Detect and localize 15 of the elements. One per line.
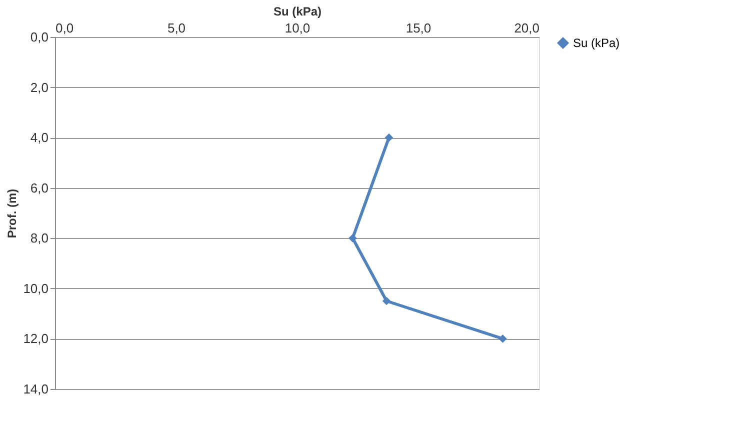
y-tick-label: 2,0 bbox=[30, 80, 48, 95]
x-tick-label: 20,0 bbox=[514, 20, 540, 36]
y-tick-label: 6,0 bbox=[30, 180, 48, 196]
y-axis-title: Prof. (m) bbox=[5, 188, 20, 238]
y-tick-label: 4,0 bbox=[30, 130, 48, 146]
y-tick-label: 12,0 bbox=[23, 331, 48, 346]
x-axis-title: Su (kPa) bbox=[273, 4, 322, 18]
x-tick-label: 15,0 bbox=[406, 20, 432, 36]
x-tick-label: 10,0 bbox=[284, 20, 310, 36]
y-tick-label: 8,0 bbox=[30, 230, 48, 246]
legend-label: Su (kPa) bbox=[573, 36, 620, 50]
y-tick-label: 10,0 bbox=[23, 280, 48, 296]
y-tick-label: 14,0 bbox=[23, 382, 48, 396]
x-tick-label: 5,0 bbox=[167, 20, 186, 36]
x-tick-label: 0,0 bbox=[56, 20, 74, 36]
